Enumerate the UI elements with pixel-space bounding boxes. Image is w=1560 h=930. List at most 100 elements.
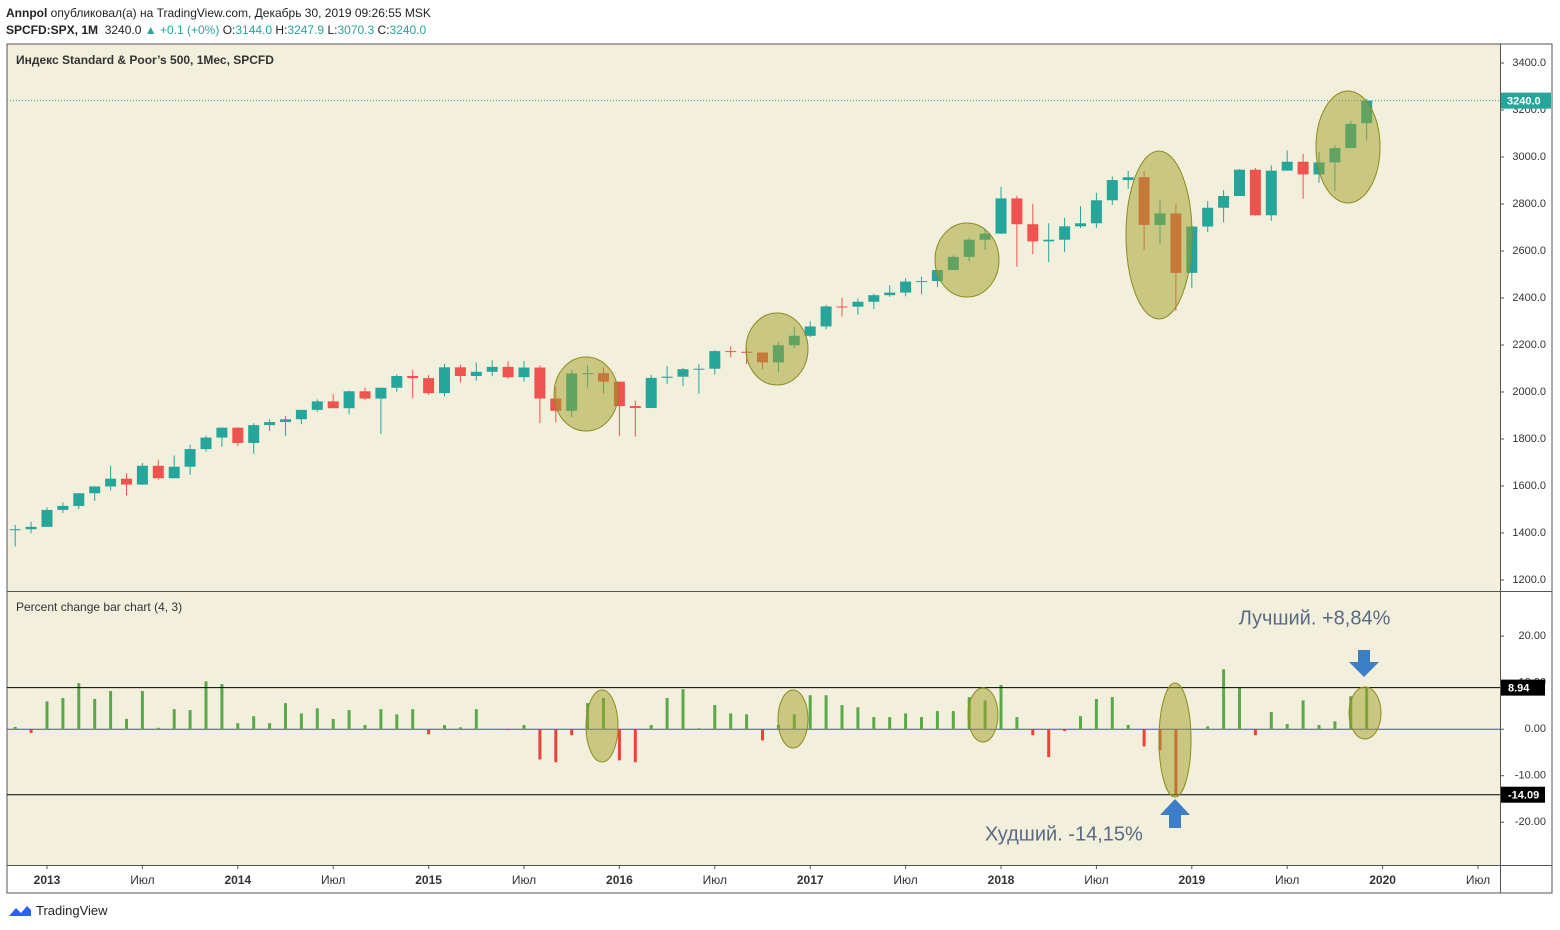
bar bbox=[920, 717, 923, 730]
bar bbox=[490, 729, 494, 730]
y-tick-label: 0.00 bbox=[1525, 723, 1546, 735]
candle-body bbox=[105, 478, 117, 487]
bar bbox=[427, 729, 431, 735]
bar bbox=[538, 729, 542, 760]
bar bbox=[1269, 711, 1273, 730]
bar bbox=[904, 713, 908, 730]
bar bbox=[761, 729, 764, 741]
annotation: Лучший. +8,84% bbox=[1239, 607, 1391, 629]
last-price-label: 3240.0 bbox=[1507, 96, 1541, 108]
bar bbox=[315, 708, 319, 730]
candle-body bbox=[89, 486, 101, 494]
y-tick-label: -10.00 bbox=[1515, 770, 1546, 782]
candle-body bbox=[693, 368, 705, 370]
y-tick-label: 1400.0 bbox=[1512, 527, 1546, 539]
h-label: H: bbox=[275, 23, 288, 37]
x-tick-label: Июл bbox=[512, 873, 536, 887]
bar bbox=[474, 709, 478, 730]
bar bbox=[1094, 698, 1098, 730]
bar bbox=[125, 718, 128, 730]
bar bbox=[109, 691, 113, 730]
candle-body bbox=[200, 437, 212, 450]
candle-body bbox=[916, 281, 927, 283]
bar bbox=[522, 725, 526, 730]
bar bbox=[443, 725, 446, 730]
candle-body bbox=[1265, 170, 1277, 216]
highlight bbox=[1125, 150, 1193, 320]
candle-body bbox=[168, 466, 180, 479]
header-line: SPCFD:SPX, 1M 3240.0 ▲ +0.1 (+0%) O:3144… bbox=[6, 22, 431, 39]
candle-body bbox=[1297, 161, 1309, 175]
bar bbox=[617, 729, 621, 761]
candle-body bbox=[1218, 196, 1230, 208]
bar bbox=[363, 725, 367, 730]
arrow-down bbox=[1349, 650, 1379, 677]
bar bbox=[172, 709, 176, 730]
change: +0.1 (+0%) bbox=[159, 23, 220, 37]
l-label: L: bbox=[327, 23, 338, 37]
x-tick-label: Июл bbox=[1466, 873, 1490, 887]
candle-body bbox=[1234, 169, 1245, 197]
candle-body bbox=[868, 295, 880, 302]
x-tick-label: Июл bbox=[1084, 873, 1108, 887]
candle-body bbox=[391, 376, 403, 388]
level-label: -14.09 bbox=[1508, 790, 1539, 802]
candle-body bbox=[645, 377, 657, 408]
bar bbox=[45, 701, 49, 730]
y-tick-label: 2800.0 bbox=[1512, 198, 1546, 210]
candle-body bbox=[709, 351, 721, 369]
candle-body bbox=[57, 505, 69, 510]
c: 3240.0 bbox=[389, 23, 427, 37]
y-tick-label: 1800.0 bbox=[1512, 433, 1546, 445]
candle-body bbox=[454, 367, 466, 377]
frame bbox=[6, 43, 1553, 894]
highlight bbox=[745, 312, 809, 386]
y-tick-label: 1600.0 bbox=[1512, 480, 1546, 492]
highlight bbox=[585, 689, 619, 763]
x-tick-label: Июл bbox=[130, 873, 154, 887]
bar bbox=[347, 710, 351, 730]
candle-body bbox=[1075, 223, 1086, 227]
bar bbox=[1126, 725, 1130, 730]
price-pane bbox=[7, 44, 1500, 591]
bar bbox=[236, 723, 240, 730]
bar bbox=[1317, 725, 1321, 730]
highlight bbox=[1315, 90, 1381, 204]
candle-body bbox=[1043, 239, 1055, 242]
y-tick-label: 3000.0 bbox=[1512, 151, 1546, 163]
bar bbox=[1047, 729, 1051, 758]
price: 3240.0 bbox=[104, 23, 142, 37]
x-tick-label: Июл bbox=[893, 873, 917, 887]
level-tag bbox=[1501, 786, 1545, 803]
x-tick-label: 2014 bbox=[224, 873, 251, 887]
bar bbox=[665, 698, 669, 730]
x-tick-label: 2017 bbox=[797, 873, 824, 887]
candle-body bbox=[311, 401, 323, 410]
bar bbox=[1238, 687, 1241, 730]
bar bbox=[935, 711, 939, 730]
o-label: O: bbox=[222, 23, 236, 37]
bar bbox=[188, 710, 192, 730]
candle-body bbox=[327, 401, 339, 409]
candle-body bbox=[820, 306, 832, 327]
y-tick-label: 2400.0 bbox=[1512, 292, 1546, 304]
bar bbox=[1031, 729, 1035, 736]
y-tick-label: 2000.0 bbox=[1512, 386, 1546, 398]
author: Annpol bbox=[6, 6, 48, 20]
header-line: Annpol опубликовал(а) на TradingView.com… bbox=[6, 5, 431, 22]
bar bbox=[284, 703, 287, 730]
bar bbox=[458, 727, 462, 730]
bar bbox=[554, 729, 558, 763]
x-tick-label: 2013 bbox=[34, 873, 61, 887]
arrow: ▲ bbox=[144, 23, 157, 37]
bar bbox=[570, 729, 574, 736]
y-tick-label: 20.00 bbox=[1518, 630, 1546, 642]
brand: TradingView bbox=[36, 903, 108, 918]
candle-body bbox=[136, 465, 148, 485]
o: 3144.0 bbox=[235, 23, 273, 37]
candle-body bbox=[343, 391, 355, 409]
indicator-pane bbox=[7, 592, 1500, 865]
symbol: SPCFD:SPX, 1M bbox=[6, 23, 99, 37]
bar bbox=[649, 725, 653, 730]
